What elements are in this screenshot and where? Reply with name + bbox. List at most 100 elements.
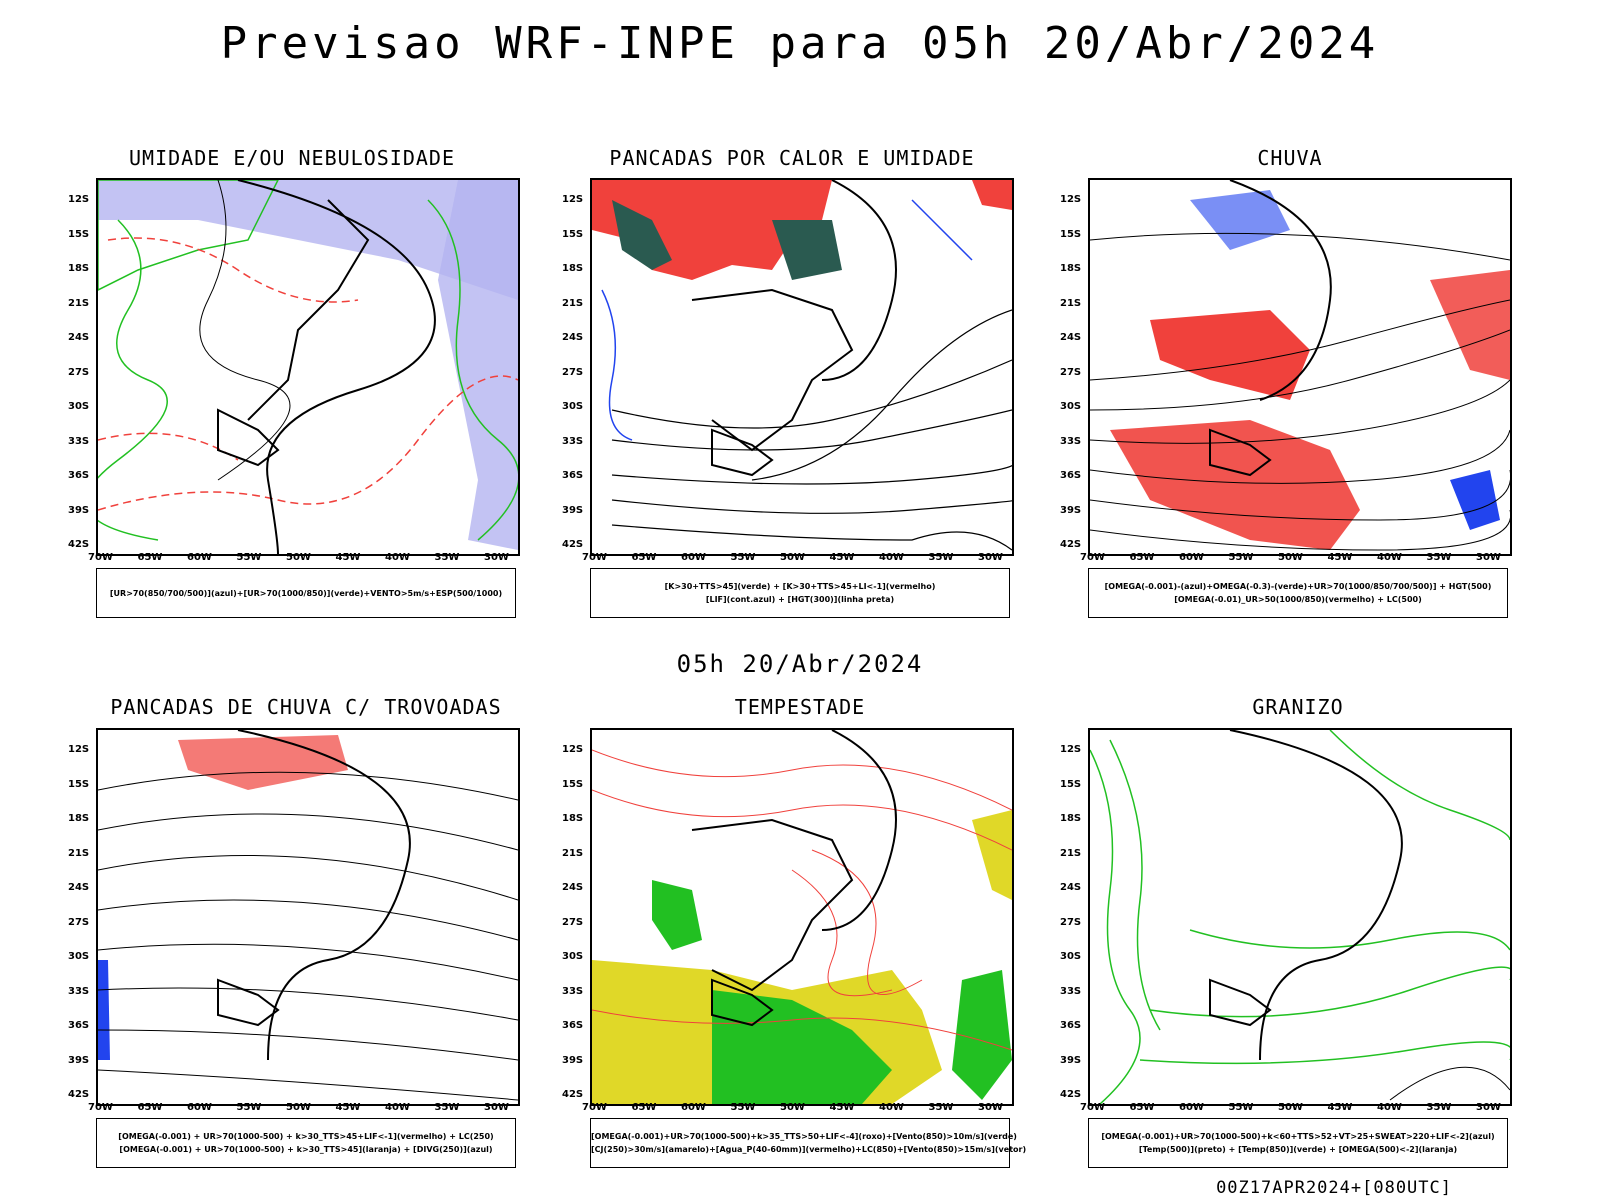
lat-tick-label: 27S (562, 916, 584, 928)
lon-tick-label: 50W (780, 1102, 805, 1113)
lat-tick-label: 24S (562, 882, 584, 893)
lon-tick-label: 35W (434, 1102, 460, 1113)
lat-tick-label: 39S (68, 1054, 90, 1066)
lon-tick-label: 60W (681, 552, 706, 563)
lat-tick-label: 33S (68, 985, 90, 997)
lon-tick-label: 45W (829, 1102, 855, 1113)
lat-tick-label: 21S (1060, 847, 1082, 859)
lat-tick-label: 39S (1060, 1054, 1082, 1066)
lon-tick-label: 50W (1278, 1102, 1303, 1113)
lat-tick-label: 12S (562, 194, 584, 205)
lat-tick-label: 12S (1060, 194, 1082, 205)
lon-tick-label: 70W (582, 1102, 607, 1113)
map-umidade (96, 178, 520, 556)
lon-tick-label: 60W (187, 552, 212, 563)
lat-tick-label: 33S (562, 985, 584, 997)
legend: [OMEGA(-0.001)-(azul)+OMEGA(-0.3)-(verde… (1088, 568, 1508, 618)
lon-tick-label: 40W (385, 552, 410, 563)
lat-tick-label: 15S (68, 778, 90, 790)
lat-tick-label: 36S (562, 1020, 584, 1031)
lon-tick-label: 30W (1476, 1102, 1501, 1113)
lat-tick-label: 42S (562, 1089, 584, 1100)
lon-tick-label: 40W (879, 552, 904, 563)
lat-tick-label: 27S (68, 916, 90, 928)
lat-tick-label: 33S (68, 435, 90, 447)
lat-tick-label: 15S (1060, 778, 1082, 790)
legend-line-2: [Temp(500)](preto) + [Temp(850)](verde) … (1138, 1145, 1458, 1154)
lon-tick-label: 55W (236, 1102, 262, 1113)
lat-tick-label: 15S (1060, 228, 1082, 240)
lon-tick-label: 60W (1179, 552, 1204, 563)
lat-tick-label: 36S (562, 470, 584, 481)
legend-line-1: [OMEGA(-0.001) + UR>70(1000-500) + k>30_… (118, 1132, 494, 1141)
lat-tick-label: 18S (1060, 813, 1082, 824)
lon-tick-label: 70W (582, 552, 607, 563)
lon-tick-label: 30W (978, 1102, 1003, 1113)
lon-tick-label: 65W (631, 552, 657, 563)
map-trovoadas (96, 728, 520, 1106)
lat-tick-label: 24S (68, 882, 90, 893)
lon-tick-label: 70W (88, 552, 113, 563)
lon-tick-label: 40W (1377, 552, 1402, 563)
lat-tick-label: 27S (1060, 916, 1082, 928)
lon-tick-label: 45W (1327, 552, 1353, 563)
lat-tick-label: 30S (68, 951, 90, 962)
lat-tick-label: 39S (68, 504, 90, 516)
lat-tick-label: 42S (68, 1089, 90, 1100)
map-trovoadas-graphics (98, 730, 518, 1101)
lat-tick-label: 18S (1060, 263, 1082, 274)
lon-tick-label: 60W (187, 1102, 212, 1113)
lon-tick-label: 30W (484, 552, 509, 563)
lat-tick-label: 42S (1060, 1089, 1082, 1100)
lat-tick-label: 36S (1060, 470, 1082, 481)
lon-tick-label: 30W (1476, 552, 1501, 563)
lon-tick-label: 60W (1179, 1102, 1204, 1113)
lon-tick-label: 30W (484, 1102, 509, 1113)
map-granizo (1088, 728, 1512, 1106)
lat-tick-label: 36S (68, 1020, 90, 1031)
legend-line-2: [CJ(250)>30m/s](amarelo)+[Agua_P(40-60mm… (591, 1145, 1027, 1154)
lat-tick-label: 15S (562, 228, 584, 240)
lat-tick-label: 30S (68, 401, 90, 412)
lat-tick-label: 42S (68, 539, 90, 550)
lon-tick-label: 55W (730, 1102, 756, 1113)
lat-tick-label: 21S (562, 847, 584, 859)
lat-tick-label: 21S (1060, 297, 1082, 309)
legend-line-1: [K>30+TTS>45](verde) + [K>30+TTS>45+LI<-… (664, 582, 936, 591)
lon-tick-label: 35W (1426, 552, 1452, 563)
lat-tick-label: 18S (68, 813, 90, 824)
lat-tick-label: 36S (1060, 1020, 1082, 1031)
lon-tick-label: 70W (88, 1102, 113, 1113)
lat-tick-label: 27S (1060, 366, 1082, 378)
lat-tick-label: 21S (68, 847, 90, 859)
lat-tick-label: 18S (68, 263, 90, 274)
lon-tick-label: 45W (335, 1102, 361, 1113)
map-granizo-graphics (1090, 730, 1510, 1104)
legend: [OMEGA(-0.001)+UR>70(1000-500)+k<60+TTS>… (1088, 1118, 1508, 1168)
lat-tick-label: 21S (68, 297, 90, 309)
lat-tick-label: 39S (562, 504, 584, 516)
map-pancadas-calor (590, 178, 1014, 556)
mid-date: 05h 20/Abr/2024 (676, 650, 924, 678)
lon-tick-label: 40W (879, 1102, 904, 1113)
lat-tick-label: 30S (1060, 951, 1082, 962)
lon-tick-label: 45W (1327, 1102, 1353, 1113)
map-tempestade-graphics (592, 730, 1012, 1104)
lon-tick-label: 65W (137, 1102, 163, 1113)
panel-title: PANCADAS POR CALOR E UMIDADE (609, 146, 975, 170)
lon-tick-label: 55W (236, 552, 262, 563)
map-tempestade (590, 728, 1014, 1106)
lon-tick-label: 65W (1129, 552, 1155, 563)
lat-tick-label: 15S (562, 778, 584, 790)
lat-tick-label: 30S (562, 951, 584, 962)
legend-line-1: [OMEGA(-0.001)+UR>70(1000-500)+k<60+TTS>… (1101, 1132, 1495, 1141)
lon-tick-label: 50W (286, 552, 311, 563)
lon-tick-label: 50W (286, 1102, 311, 1113)
lat-tick-label: 24S (1060, 882, 1082, 893)
lat-tick-label: 18S (562, 813, 584, 824)
lon-tick-label: 70W (1080, 552, 1105, 563)
lon-tick-label: 40W (1377, 1102, 1402, 1113)
lat-tick-label: 33S (1060, 985, 1082, 997)
lat-tick-label: 24S (68, 332, 90, 343)
lat-tick-label: 15S (68, 228, 90, 240)
